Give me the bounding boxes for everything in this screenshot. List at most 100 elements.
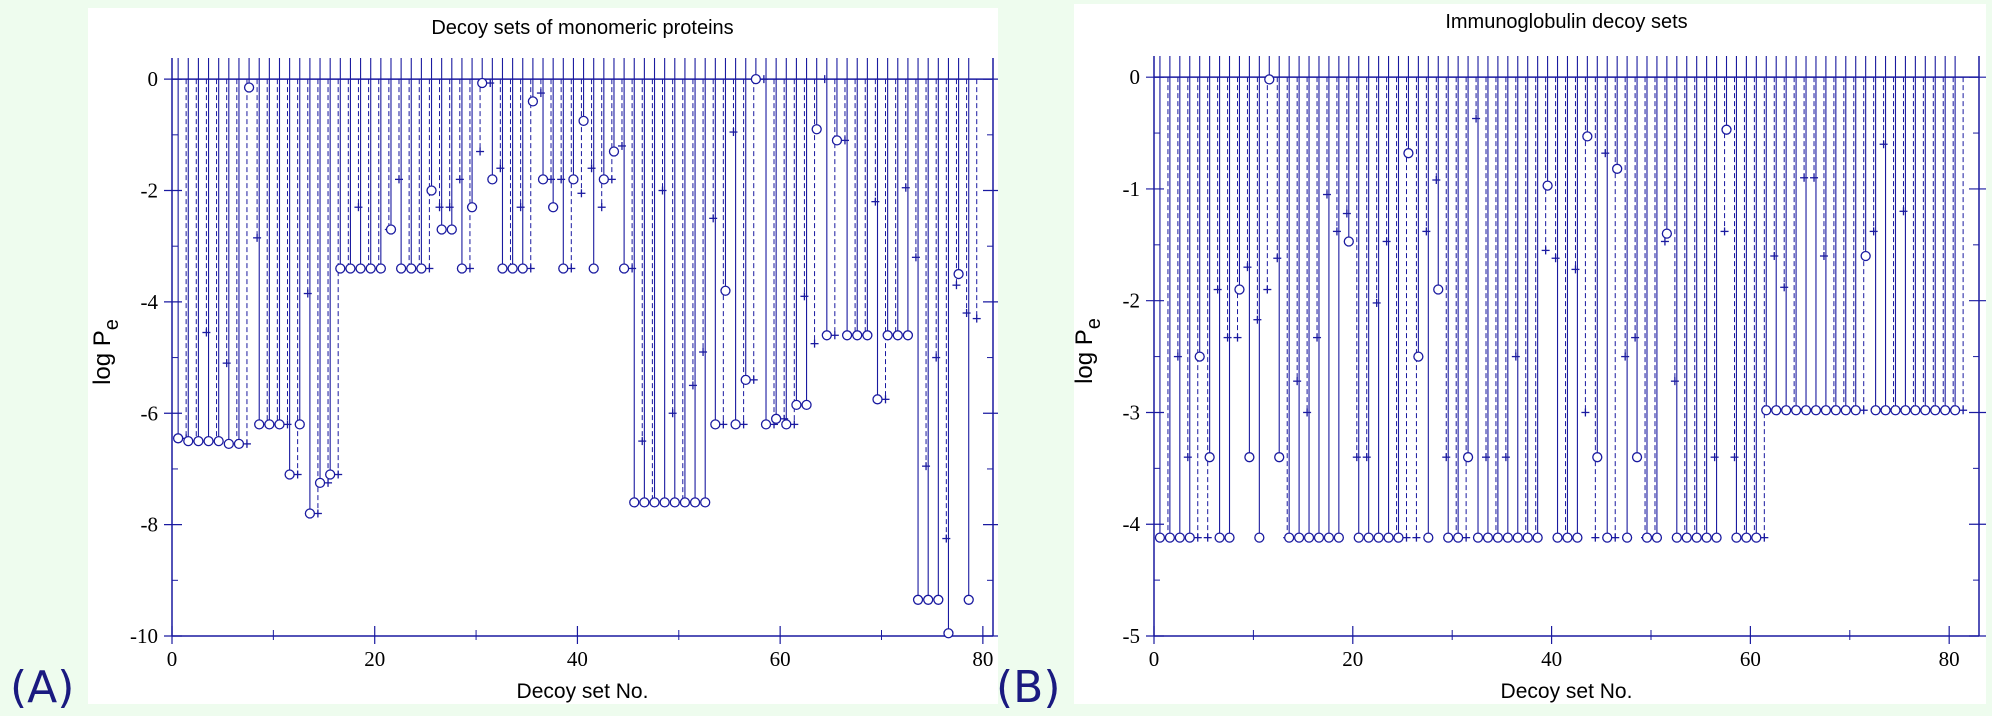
x-tick-label: 0 (167, 647, 178, 671)
data-point-circle (325, 469, 336, 480)
data-point-circle (1492, 532, 1504, 543)
data-point-circle (1462, 452, 1474, 463)
data-point-circle (831, 135, 843, 146)
data-point-circle (548, 202, 559, 213)
data-point-circle (629, 497, 640, 508)
data-point-circle (892, 330, 903, 341)
y-tick-label: 0 (148, 67, 159, 91)
data-point-circle (1651, 532, 1663, 543)
data-point-circle (1443, 532, 1454, 543)
data-point-circle (1681, 532, 1692, 543)
data-point-circle (395, 263, 407, 274)
data-point-circle (294, 419, 305, 430)
data-point-circle (1502, 532, 1513, 543)
y-tick-label: -4 (141, 290, 159, 314)
data-point-circle (649, 497, 660, 508)
chart-title: Immunoglobulin decoy sets (1445, 11, 1687, 33)
data-point-circle (1194, 351, 1205, 362)
data-point-circle (1930, 405, 1941, 416)
data-point-circle (1790, 405, 1802, 416)
x-tick-label: 20 (364, 647, 385, 671)
data-point-circle (243, 82, 255, 93)
data-point-circle (740, 374, 751, 385)
data-point-circle (720, 285, 731, 296)
data-point-circle (507, 263, 518, 274)
data-point-circle (902, 330, 914, 341)
data-point-circle (1880, 405, 1891, 416)
data-point-circle (426, 185, 437, 196)
data-point-circle (568, 174, 579, 185)
data-point-circle (1840, 405, 1851, 416)
data-point-circle (872, 394, 883, 405)
data-point-circle (730, 419, 741, 430)
data-point-circle (1721, 124, 1732, 135)
data-point-circle (284, 469, 295, 480)
data-point-circle (1204, 452, 1215, 463)
data-point-circle (933, 594, 944, 605)
data-point-circle (1154, 532, 1166, 543)
data-point-circle (598, 174, 609, 185)
data-point-circle (811, 124, 822, 135)
data-point-circle (183, 435, 194, 447)
data-point-circle (1313, 532, 1325, 543)
x-tick-label: 0 (1149, 647, 1160, 671)
chart-a-svg: Decoy sets of monomeric proteins Decoy se… (89, 17, 998, 703)
data-point-circle (1264, 74, 1275, 85)
y-tick-label: -6 (141, 401, 159, 425)
data-point-circle (912, 594, 924, 605)
data-point-circle (710, 419, 721, 430)
y-tick-label: -2 (1123, 289, 1141, 313)
data-point-circle (882, 330, 893, 341)
data-point-circle (456, 263, 468, 274)
data-point-circle (335, 263, 346, 274)
data-point-circle (1671, 532, 1682, 543)
data-point-circle (1711, 532, 1722, 543)
y-axis-label: log Pe (1074, 318, 1105, 384)
data-point-circle (1303, 532, 1315, 543)
data-point-circle (1850, 405, 1861, 416)
data-point-circle (943, 628, 954, 639)
data-point-circle (1452, 532, 1464, 543)
data-point-circle (659, 497, 670, 508)
y-tick-label: -8 (141, 513, 159, 537)
data-point-circle (1920, 405, 1931, 416)
data-point-circle (1780, 405, 1792, 416)
data-point-circle (618, 263, 630, 274)
data-point-circle (1373, 532, 1384, 543)
data-point-circle (841, 330, 853, 341)
data-point-circle (1184, 532, 1195, 543)
data-point-circle (1810, 405, 1822, 416)
data-point-circle (1621, 532, 1633, 543)
x-tick-label: 40 (1541, 647, 1562, 671)
x-tick-label: 20 (1342, 647, 1363, 671)
data-point-circle (1771, 405, 1782, 416)
data-point-circle (1820, 405, 1832, 416)
chart-b-svg: Immunoglobulin decoy sets Decoy set No. lo… (1074, 11, 1986, 703)
data-point-circle (1542, 180, 1553, 191)
data-point-circle (1254, 532, 1265, 543)
data-point-circle (1631, 452, 1643, 463)
data-point-circle (1940, 405, 1951, 416)
data-point-circle (1860, 250, 1871, 262)
data-point-circle (1244, 452, 1255, 463)
data-point-circle (953, 268, 964, 280)
panel-label-b: (B) (996, 662, 1061, 713)
data-point-circle (781, 419, 792, 430)
data-point-circle (1830, 405, 1841, 416)
data-point-circle (1870, 405, 1881, 416)
data-point-circle (963, 594, 974, 605)
data-point-circle (1323, 532, 1335, 543)
data-point-circle (1423, 532, 1434, 543)
data-point-circle (1413, 351, 1424, 362)
data-point-circle (791, 399, 802, 411)
data-point-circle (700, 497, 711, 508)
data-point-circle (1751, 532, 1762, 543)
data-point-circle (578, 115, 589, 127)
data-point-circle (365, 263, 376, 274)
data-point-circle (254, 419, 265, 430)
data-point-circle (477, 77, 488, 89)
data-point-circle (345, 263, 356, 274)
panel-label-a: (A) (10, 662, 75, 713)
x-tick-label: 60 (770, 647, 791, 671)
data-point-circle (821, 330, 832, 341)
